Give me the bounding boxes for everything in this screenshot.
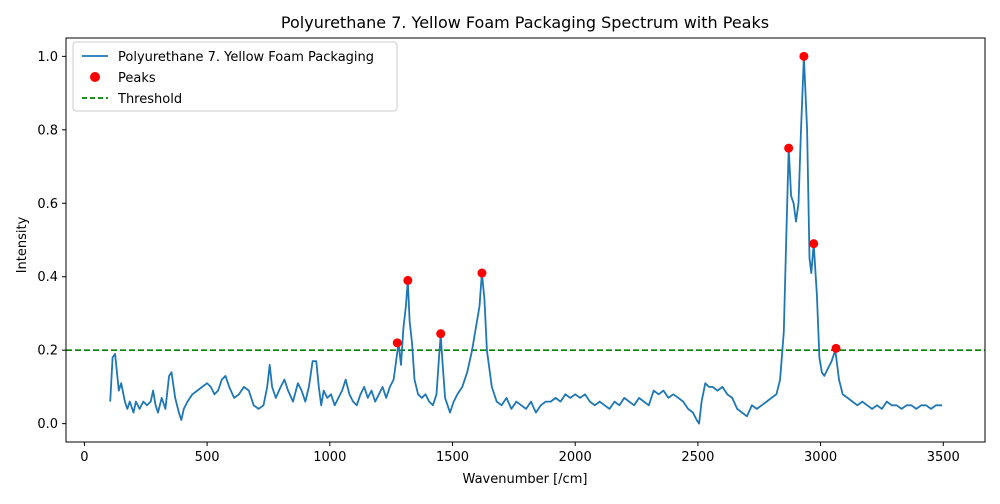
y-tick-label: 0.2	[37, 344, 58, 359]
y-tick-label: 0.0	[37, 417, 58, 432]
x-tick-label: 0	[80, 450, 88, 465]
x-axis-label: Wavenumber [/cm]	[463, 472, 588, 487]
y-tick-label: 0.6	[37, 197, 58, 212]
y-tick-label: 0.4	[37, 270, 58, 285]
peak-point	[784, 143, 794, 153]
x-tick-label: 1000	[313, 450, 346, 465]
legend-box	[72, 41, 398, 112]
axes: 0 500 1000 1500 2000 2500 3000 3500 0.0 0.2 0.4 0.6…	[37, 37, 986, 465]
peak-point	[403, 275, 413, 285]
peak-point	[809, 239, 819, 249]
peak-point	[436, 329, 446, 339]
x-tick-label: 500	[195, 450, 220, 465]
x-tick-label: 1500	[436, 450, 469, 465]
y-axis-label: Intensity	[15, 216, 30, 273]
x-tick-label: 3500	[927, 450, 960, 465]
x-tick-label: 2500	[681, 450, 714, 465]
peak-point	[477, 268, 487, 278]
legend-swatch-peaks	[90, 72, 100, 82]
x-tick-label: 2000	[559, 450, 592, 465]
legend-label-peaks: Peaks	[118, 71, 156, 86]
legend-label-threshold: Threshold	[117, 92, 182, 107]
peak-point	[799, 51, 809, 61]
axes-frame	[65, 37, 986, 443]
legend: Polyurethane 7. Yellow Foam Packaging Pe…	[72, 41, 398, 112]
legend-label-spectrum: Polyurethane 7. Yellow Foam Packaging	[118, 50, 374, 65]
peak-point	[831, 343, 841, 353]
y-tick-label: 0.8	[37, 123, 58, 138]
y-tick-label: 1.0	[37, 50, 58, 65]
peak-point	[392, 338, 402, 348]
plot-area	[66, 51, 985, 425]
x-tick-label: 3000	[804, 450, 837, 465]
chart-title: Polyurethane 7. Yellow Foam Packaging Sp…	[281, 13, 769, 32]
